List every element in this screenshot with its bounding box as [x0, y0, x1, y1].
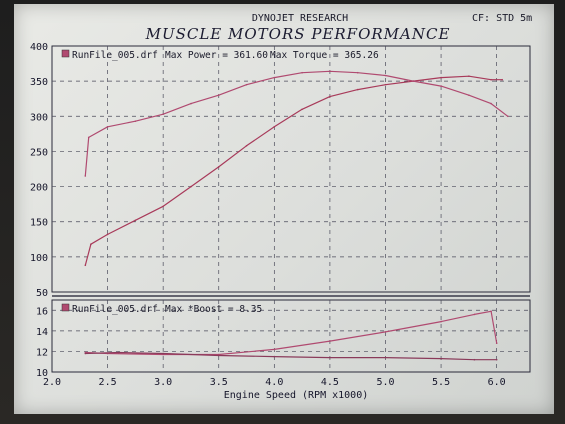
x-axis-ticks: 2.0 2.5 3.0 3.5 4.0 4.5 5.0 5.5 6.0 [43, 377, 506, 388]
lower-point-boost [473, 313, 476, 316]
upper-point-power [106, 233, 109, 236]
x-tick-label: 4.5 [321, 377, 339, 388]
upper-point-torque [384, 74, 387, 77]
lower-series [84, 310, 498, 361]
upper-point-torque [84, 175, 87, 177]
upper-point-power [90, 243, 92, 245]
lower-point-afr [217, 354, 220, 357]
upper-point-power [273, 126, 276, 128]
upper-point-torque [490, 102, 492, 105]
upper-y-tick-label: 150 [30, 218, 48, 229]
upper-point-power [245, 145, 248, 147]
legend-swatch-boost [61, 303, 70, 312]
upper-grid [52, 46, 530, 292]
x-tick-label: 2.0 [43, 377, 61, 388]
x-tick-label: 3.0 [154, 377, 172, 388]
upper-plot-frame [51, 45, 531, 293]
correction-factor: CF: STD 5m [472, 13, 532, 24]
lower-point-afr [162, 352, 164, 355]
upper-y-tick-label: 50 [36, 288, 48, 299]
legend-max-torque: Max Torque = 365.26 [270, 50, 379, 61]
upper-point-torque [440, 85, 442, 87]
lower-point-afr [329, 356, 331, 359]
x-tick-label: 5.5 [432, 377, 450, 388]
lower-point-afr [473, 358, 476, 361]
x-tick-label: 3.5 [210, 377, 228, 388]
lower-series-boost [85, 310, 498, 356]
upper-point-power [190, 185, 192, 188]
dyno-sheet [14, 4, 554, 414]
upper-point-power [384, 83, 387, 86]
x-axis-title: Engine Speed (RPM x1000) [224, 390, 369, 401]
upper-point-torque [356, 71, 359, 74]
x-tick-label: 4.0 [265, 377, 283, 388]
upper-y-tick-label: 400 [30, 42, 48, 53]
upper-point-torque [468, 94, 470, 96]
legend-swatch-power [61, 49, 70, 58]
upper-y-tick-label: 200 [30, 183, 48, 194]
lower-y-tick-label: 16 [36, 306, 48, 317]
upper-point-torque [106, 126, 109, 128]
upper-point-power [468, 75, 470, 77]
lower-y-tick-label: 10 [36, 368, 48, 379]
lower-point-afr [384, 356, 387, 359]
upper-point-torque [329, 70, 331, 73]
lower-point-afr [84, 352, 87, 355]
legend-runfile-lower: RunFile_005.drf [72, 304, 158, 315]
lower-point-boost [273, 348, 276, 351]
handwritten-shop-name: MUSCLE MOTORS PERFORMANCE [145, 25, 451, 43]
lower-point-boost [329, 340, 331, 342]
upper-point-power [490, 78, 492, 81]
lower-point-boost [495, 342, 498, 345]
upper-point-torque [245, 83, 248, 86]
legend-max-power: Max Power = 361.60 [165, 50, 268, 61]
lower-plot-frame [51, 299, 531, 373]
upper-y-ticks: 400 350 300 250 200 150 100 50 [30, 42, 48, 299]
upper-point-power [217, 166, 220, 168]
upper-point-torque [162, 113, 164, 115]
upper-point-torque [87, 136, 90, 139]
upper-series-power [84, 75, 503, 266]
lower-point-boost [440, 320, 442, 323]
upper-y-tick-label: 300 [30, 112, 48, 123]
upper-y-tick-label: 100 [30, 253, 48, 264]
upper-point-torque [217, 94, 220, 96]
upper-point-torque [301, 71, 303, 74]
upper-point-power [84, 264, 87, 267]
upper-point-power [329, 95, 331, 98]
upper-y-tick-label: 250 [30, 147, 48, 158]
lower-series-afr [85, 351, 497, 361]
upper-point-torque [134, 120, 137, 122]
upper-point-power [162, 205, 164, 208]
legend-max-boost: Max *Boost = 8.35 [165, 304, 262, 315]
upper-y-tick-label: 350 [30, 77, 48, 88]
upper-series-torque [84, 70, 509, 177]
lower-point-afr [117, 351, 120, 354]
x-tick-label: 2.5 [99, 377, 117, 388]
lower-point-afr [273, 355, 276, 358]
lower-point-afr [495, 358, 498, 361]
legend-runfile-upper: RunFile_005.drf [72, 50, 158, 61]
lower-point-boost [384, 331, 387, 333]
upper-point-power [440, 76, 442, 79]
upper-series [84, 70, 509, 267]
lower-y-tick-label: 14 [36, 327, 48, 338]
upper-point-power [501, 78, 504, 81]
x-tick-label: 6.0 [488, 377, 506, 388]
upper-point-torque [507, 115, 509, 118]
lower-point-afr [440, 357, 442, 360]
header-title: DYNOJET RESEARCH [252, 13, 348, 24]
upper-point-power [356, 88, 359, 91]
upper-point-torque [412, 80, 415, 82]
x-tick-label: 5.0 [376, 377, 394, 388]
lower-point-boost [490, 310, 492, 313]
lower-y-ticks: 16 14 12 10 [36, 306, 48, 379]
lower-y-tick-label: 12 [36, 347, 48, 358]
upper-point-torque [190, 102, 192, 105]
upper-point-power [301, 108, 303, 111]
upper-point-power [134, 219, 137, 222]
upper-point-torque [273, 76, 276, 79]
